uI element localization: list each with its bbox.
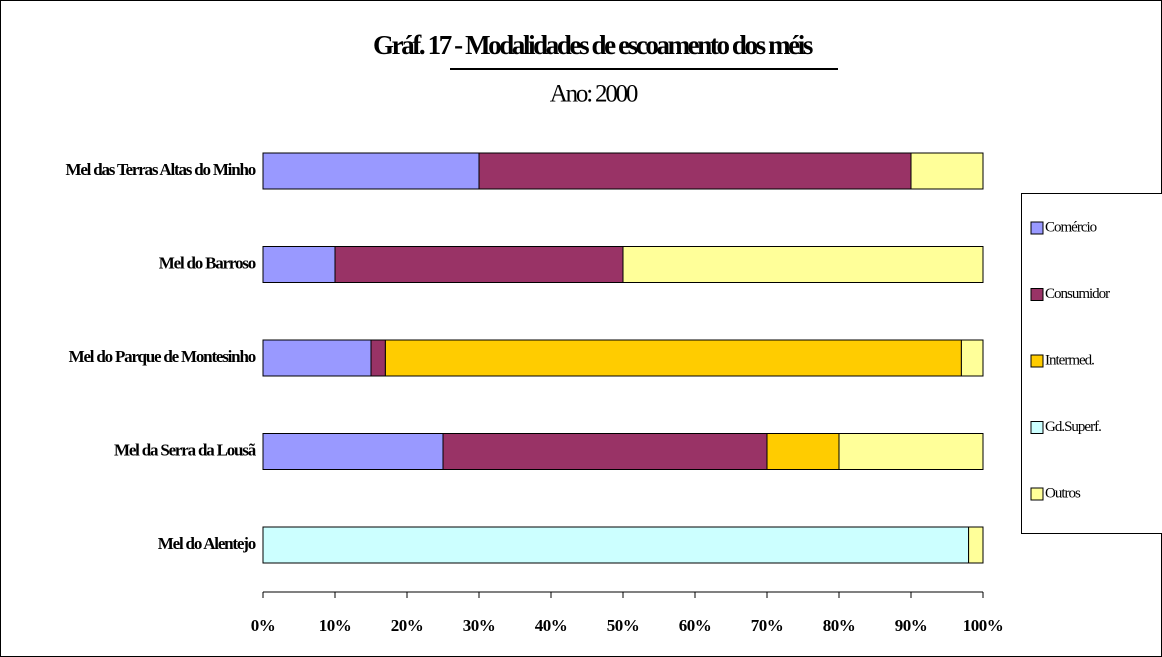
- x-tick-label: 50%: [607, 616, 640, 635]
- y-tick-label: Mel da Serra da Lousã: [114, 440, 257, 459]
- bar-segment: [262, 246, 336, 283]
- bar-segment: [478, 152, 912, 190]
- legend-swatch: [1030, 487, 1044, 501]
- x-tick-label: 90%: [895, 616, 928, 635]
- x-tick-label: 30%: [463, 616, 496, 635]
- bar-segment: [370, 339, 386, 377]
- bar-segment: [262, 526, 970, 564]
- x-tick-label: 10%: [319, 616, 352, 635]
- x-tick-label: 0%: [251, 616, 276, 635]
- x-tick-label: 20%: [391, 616, 424, 635]
- bar-segment: [442, 433, 768, 470]
- legend-swatch: [1030, 221, 1044, 235]
- bar-segment: [384, 339, 962, 377]
- y-tick-label: Mel das Terras Altas do Minho: [65, 160, 255, 179]
- y-tick-label: Mel do Alentejo: [158, 534, 256, 553]
- bar-segment: [968, 526, 984, 564]
- legend-label: Intermed.: [1045, 352, 1094, 368]
- bar-segment: [262, 339, 372, 377]
- bar-segment: [622, 246, 984, 283]
- bar-segment: [960, 339, 984, 377]
- legend-label: Outros: [1045, 485, 1081, 501]
- legend-swatch: [1030, 288, 1044, 301]
- legend-label: Gd.Superf.: [1045, 419, 1101, 435]
- y-tick-label: Mel do Parque de Montesinho: [69, 347, 256, 366]
- legend-label: Comércio: [1045, 219, 1097, 235]
- x-tick-label: 100%: [963, 616, 1004, 635]
- y-tick-label: Mel do Barroso: [159, 253, 256, 272]
- chart-title: Gráf. 17 - Modalidades de escoamento dos…: [373, 30, 813, 60]
- x-tick-label: 70%: [751, 616, 784, 635]
- x-tick-label: 40%: [535, 616, 568, 635]
- bar-segment: [334, 246, 624, 283]
- bar-segment: [262, 433, 444, 470]
- legend-swatch: [1030, 421, 1044, 434]
- x-tick-label: 80%: [823, 616, 856, 635]
- legend-box: [1021, 193, 1162, 534]
- bar-segment: [910, 152, 984, 190]
- x-tick-label: 60%: [679, 616, 712, 635]
- bar-segment: [838, 433, 984, 470]
- chart-subtitle: Ano: 2000: [550, 81, 638, 108]
- legend-label: Consumidor: [1045, 286, 1110, 302]
- legend-swatch: [1030, 354, 1044, 368]
- bar-segment: [766, 433, 840, 470]
- bar-segment: [262, 152, 480, 190]
